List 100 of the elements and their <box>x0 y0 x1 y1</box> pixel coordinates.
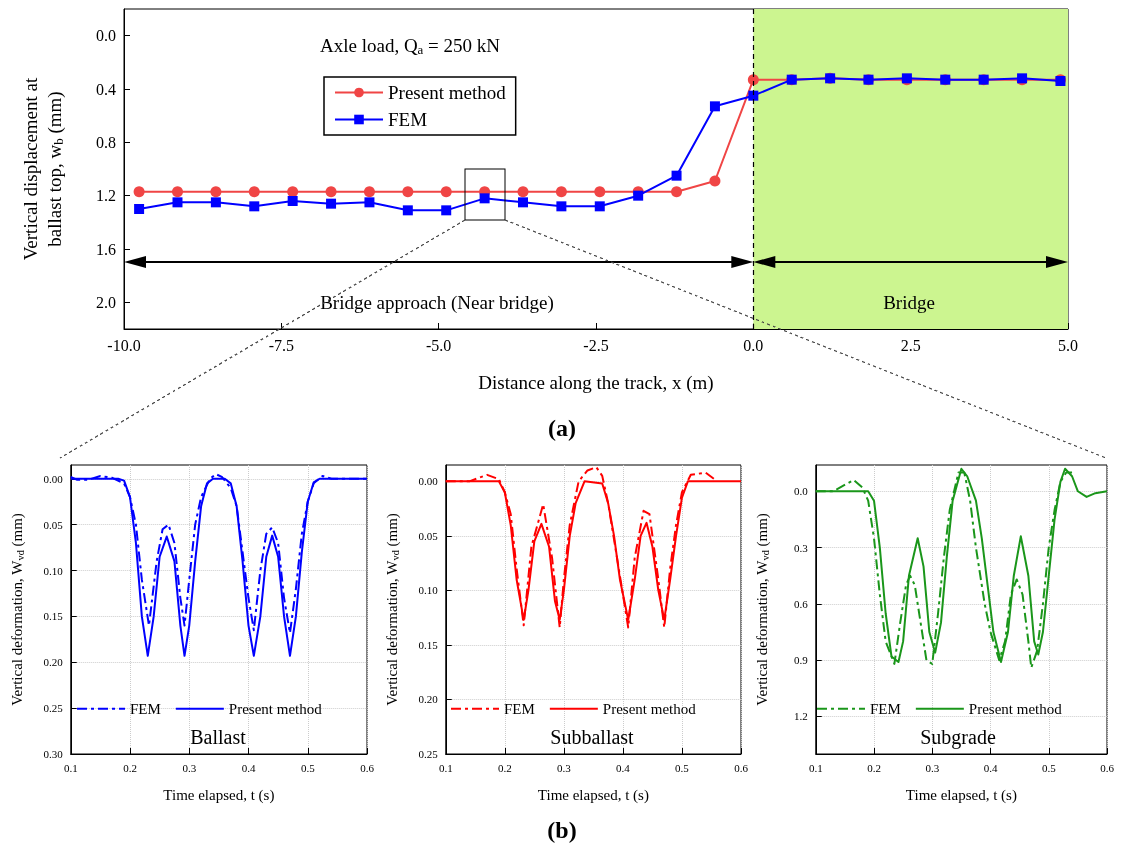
point <box>133 186 145 198</box>
point <box>748 90 759 101</box>
y-tick-label: 1.6 <box>96 240 116 258</box>
point <box>249 201 260 212</box>
point <box>172 197 183 208</box>
y-tick-label: 0.8 <box>96 133 116 151</box>
point <box>210 197 221 208</box>
y-tick-label: 0.30 <box>43 748 64 760</box>
point <box>248 186 260 198</box>
y-tick-label: 0.0 <box>794 485 809 498</box>
x-tick-label: 2.5 <box>900 336 921 354</box>
x-tick-label: 0.6 <box>1100 761 1115 774</box>
x-tick-label: 0.4 <box>241 761 256 774</box>
x-tick-label: 0.3 <box>182 761 197 774</box>
x-tick-label: -7.5 <box>268 336 294 354</box>
x-axis-title: Time elapsed, t (s) <box>905 787 1017 805</box>
x-axis-title: Time elapsed, t (s) <box>163 787 275 805</box>
y-tick-label: 0.05 <box>43 518 64 531</box>
legend-label: Present method <box>602 700 697 717</box>
point <box>172 186 183 198</box>
y-tick-label: 0.9 <box>794 654 809 667</box>
point <box>517 186 529 198</box>
y-tick-label: 1.2 <box>96 187 116 205</box>
point <box>556 201 567 212</box>
annotation: Bridge approach (Near bridge) <box>320 291 554 314</box>
y-axis-title: Vertical deformation, Wvd (mm) <box>754 513 772 706</box>
point <box>518 197 528 208</box>
point <box>287 196 298 206</box>
point <box>747 74 759 86</box>
point <box>402 186 414 198</box>
point <box>210 186 222 198</box>
x-tick-label: 0.1 <box>63 761 78 774</box>
point <box>364 197 375 208</box>
x-tick-label: 0.4 <box>983 761 998 774</box>
point <box>134 204 145 214</box>
point <box>709 175 721 187</box>
point <box>441 205 452 216</box>
point <box>671 170 682 181</box>
x-tick-label: 0.3 <box>925 761 940 774</box>
text: Ballast <box>190 726 247 749</box>
x-tick-label: -5.0 <box>426 336 452 354</box>
text: Subballast <box>550 726 635 749</box>
x-tick-label: 0.1 <box>438 761 453 774</box>
y-tick-label: 0.15 <box>43 610 64 623</box>
y-tick-label: 0.3 <box>794 541 809 554</box>
legend-label: FEM <box>870 700 901 717</box>
point <box>326 198 337 209</box>
point <box>555 186 567 198</box>
x-tick-label: -2.5 <box>583 336 609 354</box>
point <box>709 101 720 112</box>
legend-label: Present method <box>388 82 507 103</box>
y-tick-label: 0.20 <box>43 656 64 669</box>
y-axis-title: Vertical deformation, Wvd (mm) <box>9 513 27 706</box>
x-axis-title: Distance along the track, x (m) <box>478 372 714 395</box>
y-tick-label: 0.6 <box>794 597 809 610</box>
y-tick-label: 0.10 <box>418 584 439 597</box>
legend-label: Present method <box>968 700 1063 717</box>
x-tick-label: 0.0 <box>743 336 764 354</box>
x-tick-label: 0.2 <box>497 761 512 774</box>
x-tick-label: 0.1 <box>808 761 823 774</box>
x-tick-label: 0.3 <box>556 761 572 774</box>
x-tick-label: 0.5 <box>1041 761 1057 774</box>
y-tick-label: 0.15 <box>418 638 439 651</box>
point <box>633 190 644 201</box>
y-tick-label: 0.25 <box>418 748 439 760</box>
x-tick-label: 0.5 <box>675 761 690 774</box>
legend-label: FEM <box>388 109 428 130</box>
legend-label: FEM <box>130 700 161 717</box>
y-axis-title: Vertical deformation, Wvd (mm) <box>384 513 402 706</box>
y-tick-label: 0.00 <box>43 472 64 485</box>
x-axis-title: Time elapsed, t (s) <box>537 787 649 805</box>
x-tick-label: 0.2 <box>123 761 137 774</box>
point <box>325 186 337 198</box>
y-tick-label: 0.0 <box>96 27 116 45</box>
y-tick-label: 0.20 <box>418 693 439 706</box>
x-tick-label: 0.6 <box>360 761 375 774</box>
text: (a) <box>548 415 576 441</box>
text: Subgrade <box>920 726 996 750</box>
annotation: Bridge <box>883 291 935 313</box>
text: (b) <box>547 817 577 843</box>
legend-label: FEM <box>504 700 535 717</box>
legend-label: Present method <box>228 700 323 717</box>
y-tick-label: 2.0 <box>96 293 116 311</box>
point <box>479 193 490 204</box>
y-tick-label: 0.25 <box>43 702 64 715</box>
x-tick-label: 0.4 <box>616 761 631 774</box>
y-tick-label: 1.2 <box>794 710 808 723</box>
x-tick-label: 0.2 <box>867 761 881 774</box>
y-tick-label: 0.00 <box>418 475 439 488</box>
point <box>402 205 413 216</box>
x-tick-label: 5.0 <box>1058 336 1078 354</box>
point <box>671 186 683 198</box>
x-tick-label: 0.5 <box>300 761 316 774</box>
point <box>594 201 605 212</box>
point <box>594 186 606 198</box>
y-tick-label: 0.05 <box>418 529 439 542</box>
x-tick-label: -10.0 <box>107 336 141 354</box>
y-tick-label: 0.10 <box>43 564 64 577</box>
y-tick-label: 0.4 <box>96 80 116 98</box>
point <box>363 186 375 198</box>
